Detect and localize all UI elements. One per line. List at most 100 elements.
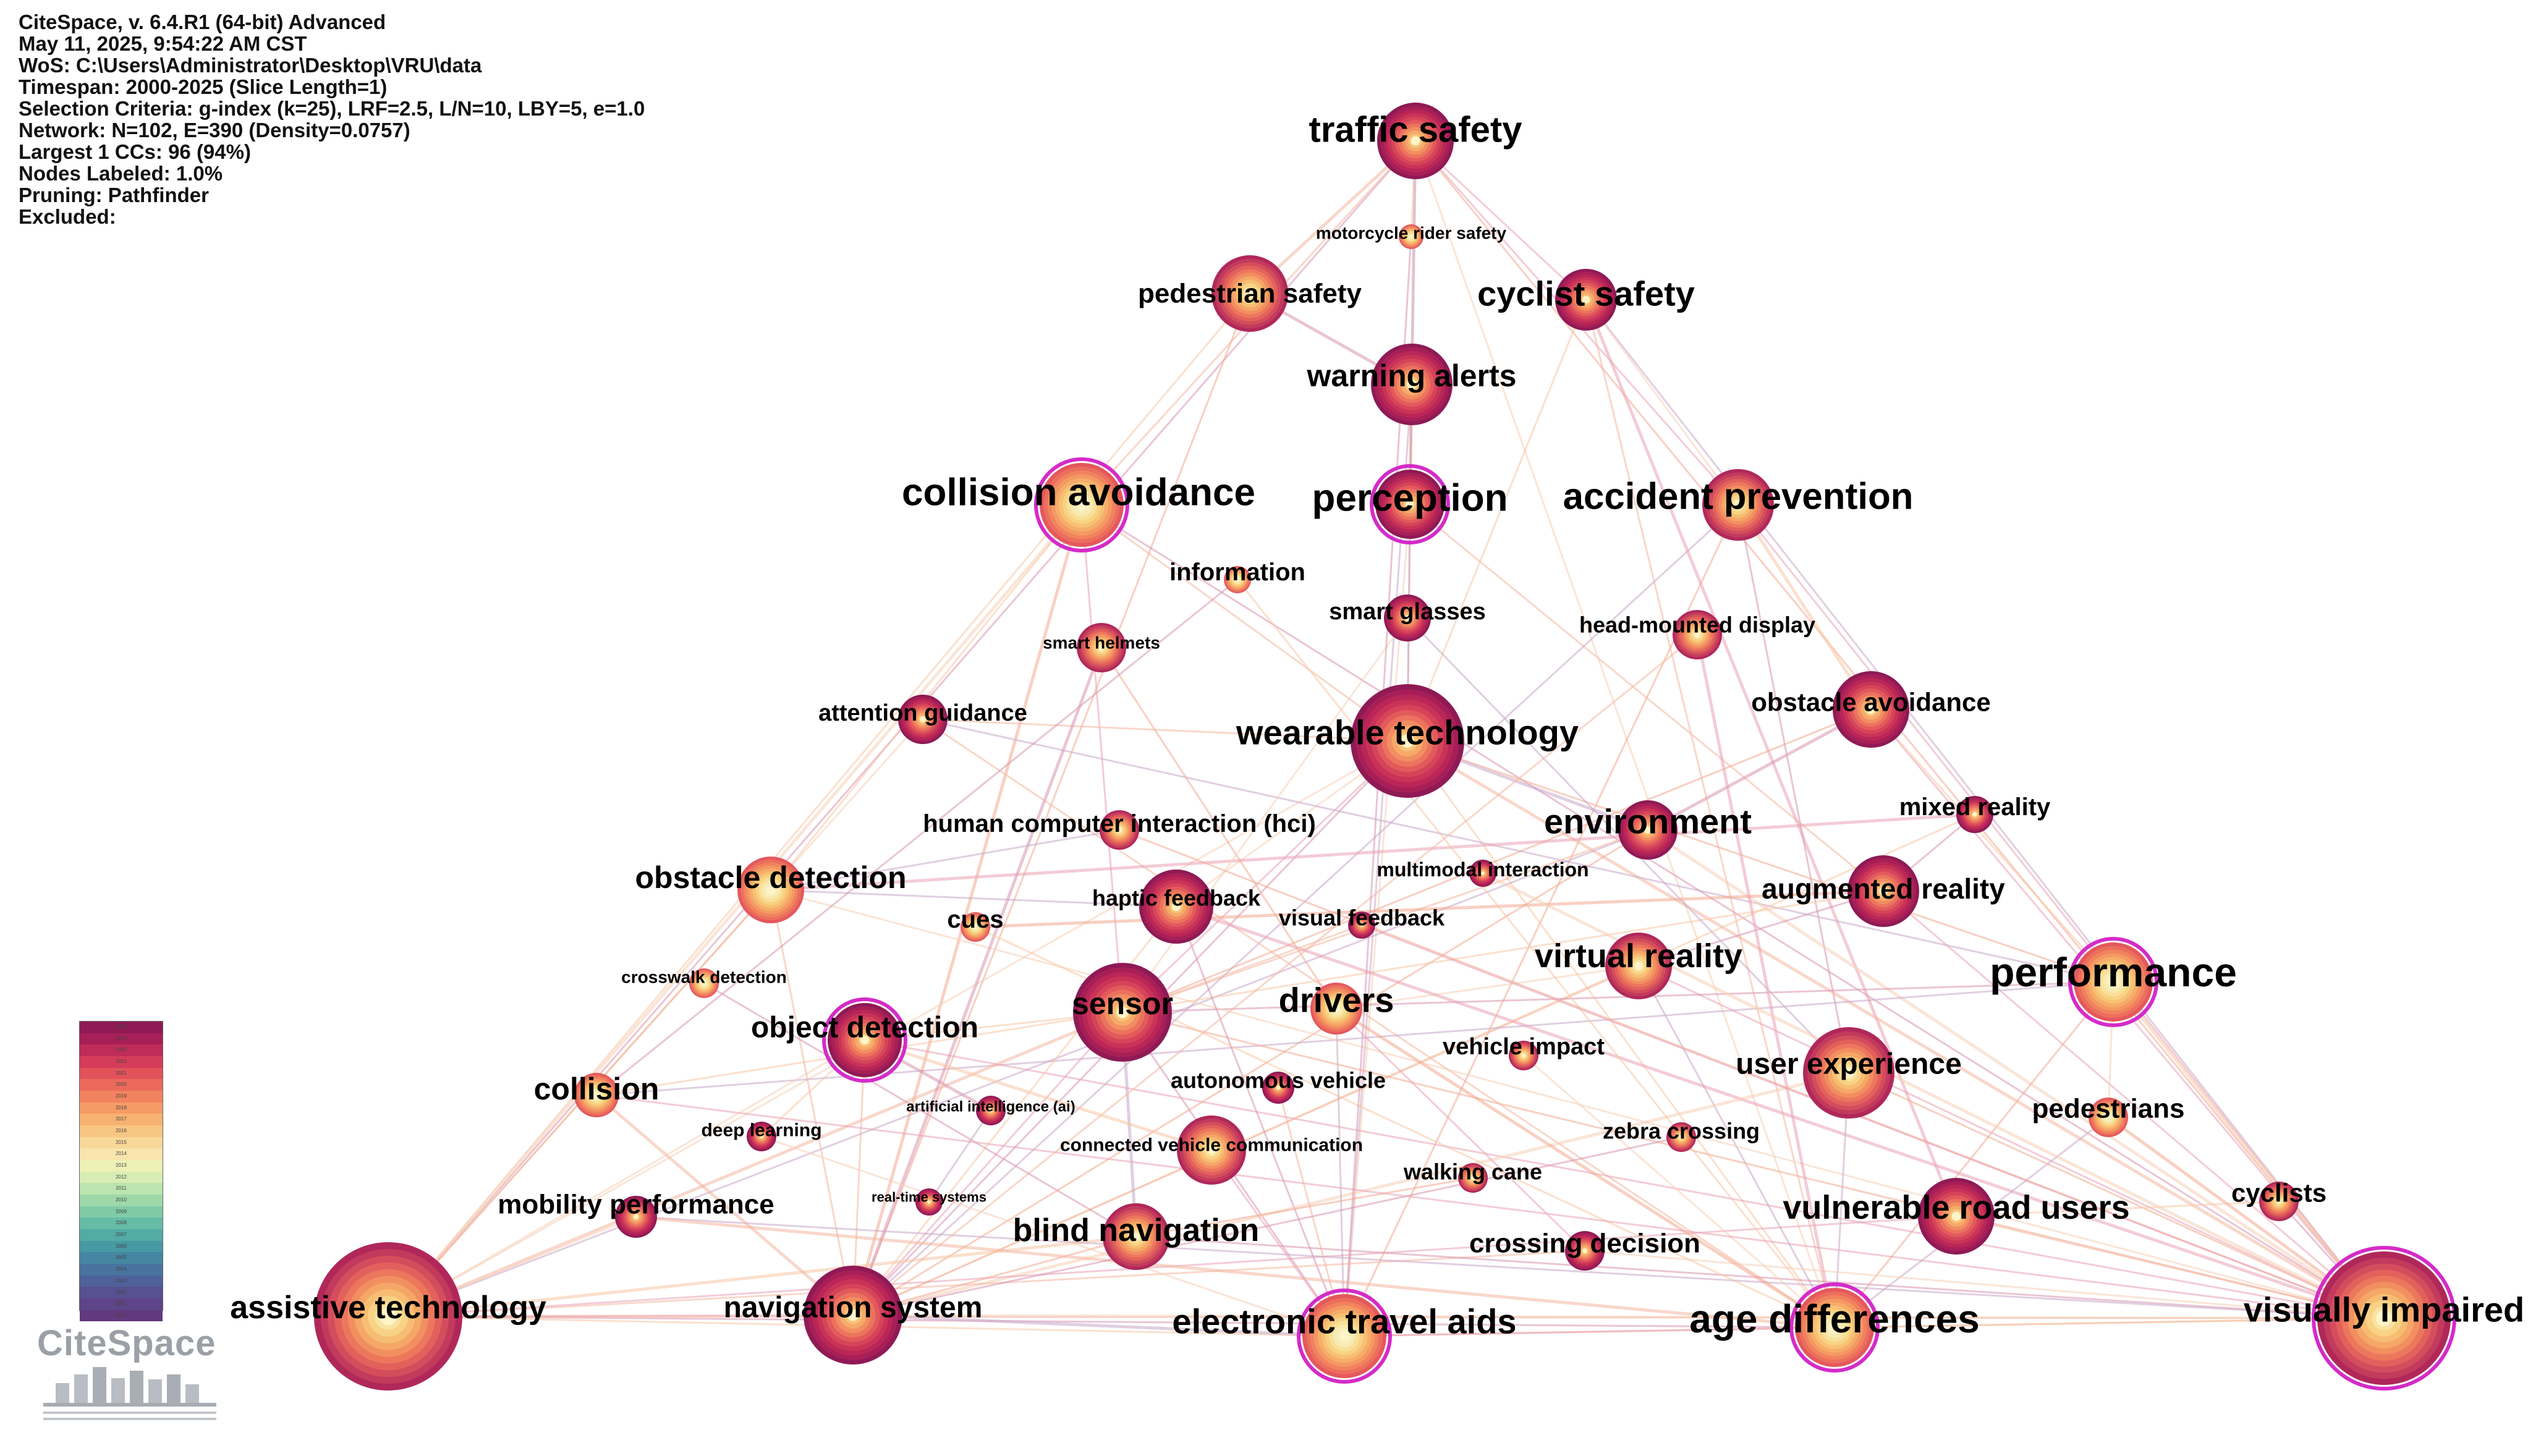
keyword-node-attention-guidance[interactable] bbox=[898, 695, 948, 744]
keyword-node-deep-learning[interactable] bbox=[747, 1122, 776, 1151]
legend-year-swatch: 2025 bbox=[80, 1022, 163, 1033]
keyword-node-assistive-technology[interactable] bbox=[314, 1242, 462, 1390]
keyword-node-visually-impaired[interactable] bbox=[2312, 1246, 2456, 1390]
node-core bbox=[1522, 1054, 1525, 1057]
node-label-virtual-reality: virtual reality bbox=[1535, 938, 1742, 975]
keyword-node-warning-alerts[interactable] bbox=[1371, 344, 1453, 425]
keyword-node-sensor[interactable] bbox=[1073, 963, 1172, 1062]
network-edge bbox=[388, 1010, 1123, 1318]
network-edge bbox=[1335, 1007, 1586, 1252]
keyword-node-blind-navigation[interactable] bbox=[1103, 1203, 1169, 1270]
keyword-node-performance[interactable] bbox=[2068, 937, 2158, 1027]
centrality-ring bbox=[1789, 1282, 1880, 1373]
network-edge bbox=[922, 718, 1835, 1329]
network-edge bbox=[852, 1012, 1124, 1316]
keyword-node-environment[interactable] bbox=[1618, 800, 1678, 860]
legend-year-swatch: 2016 bbox=[80, 1125, 163, 1137]
keyword-node-object-detection[interactable] bbox=[822, 997, 907, 1083]
node-label-cvc: connected vehicle communication bbox=[1060, 1135, 1363, 1156]
keyword-node-ai[interactable] bbox=[976, 1096, 1006, 1125]
keyword-node-hci[interactable] bbox=[1100, 810, 1139, 850]
legend-years: 2025 2024 2023 2022 2021 2020 2019 2018 2017 2016… bbox=[80, 1022, 163, 1322]
node-label-cues: cues bbox=[947, 906, 1003, 933]
network-edge bbox=[1638, 965, 2385, 1319]
node-label-accident-prevention: accident prevention bbox=[1563, 476, 1914, 517]
keyword-node-virtual-reality[interactable] bbox=[1605, 933, 1672, 999]
keyword-node-cvc[interactable] bbox=[1177, 1115, 1246, 1185]
node-label-smart-helmets: smart helmets bbox=[1043, 633, 1160, 653]
centrality-ring bbox=[1370, 464, 1450, 544]
network-edge bbox=[635, 1215, 1835, 1329]
keyword-node-electronic-travel-aids[interactable] bbox=[1297, 1289, 1392, 1384]
node-label-visually-impaired: visually impaired bbox=[2244, 1290, 2524, 1329]
network-edge bbox=[864, 1039, 2385, 1319]
legend-year-swatch: 2001 bbox=[80, 1298, 163, 1310]
network-edge bbox=[1414, 140, 1587, 301]
keyword-node-drivers[interactable] bbox=[1310, 983, 1362, 1035]
legend-year-swatch: 2022 bbox=[80, 1056, 163, 1068]
legend-year-swatch: 2021 bbox=[80, 1067, 163, 1080]
keyword-node-vehicle-impact[interactable] bbox=[1509, 1041, 1538, 1070]
node-core bbox=[1410, 136, 1420, 146]
meta-line: Nodes Labeled: 1.0% bbox=[19, 162, 223, 185]
network-edge bbox=[1361, 924, 2385, 1319]
keyword-node-perception[interactable] bbox=[1370, 464, 1450, 544]
keyword-node-obstacle-avoidance[interactable] bbox=[1833, 671, 1909, 748]
keyword-node-age-differences[interactable] bbox=[1789, 1282, 1880, 1373]
keyword-node-user-experience[interactable] bbox=[1803, 1027, 1894, 1119]
node-label-hci: human computer interaction (hci) bbox=[923, 810, 1316, 837]
keyword-node-crosswalk-detection[interactable] bbox=[689, 968, 719, 998]
network-edge bbox=[1135, 1177, 1474, 1238]
keyword-node-mobility-performance[interactable] bbox=[615, 1196, 657, 1238]
legend-year-swatch: 2011 bbox=[80, 1183, 163, 1195]
keyword-node-information[interactable] bbox=[1224, 566, 1251, 593]
keyword-node-wearable-technology[interactable] bbox=[1351, 684, 1464, 798]
network-edge bbox=[1081, 504, 2385, 1319]
keyword-node-cyclist-safety[interactable] bbox=[1555, 269, 1617, 331]
nodes-layer bbox=[314, 103, 2456, 1390]
keyword-node-accident-prevention[interactable] bbox=[1702, 469, 1774, 541]
keyword-node-zebra-crossing[interactable] bbox=[1666, 1122, 1696, 1152]
keyword-node-crossing-decision[interactable] bbox=[1565, 1231, 1605, 1271]
keyword-node-navigation-system[interactable] bbox=[804, 1266, 902, 1365]
node-label-navigation-system: navigation system bbox=[724, 1292, 983, 1324]
keyword-node-haptic-feedback[interactable] bbox=[1139, 870, 1213, 944]
logo-building-icon bbox=[43, 1367, 216, 1420]
keyword-node-walking-cane[interactable] bbox=[1458, 1163, 1488, 1193]
keyword-node-traffic-safety[interactable] bbox=[1377, 103, 1454, 179]
keyword-node-real-time-systems[interactable] bbox=[915, 1188, 943, 1216]
keyword-node-pedestrian-safety[interactable] bbox=[1211, 255, 1288, 332]
keyword-node-vulnerable-road-users[interactable] bbox=[1918, 1178, 1995, 1255]
network-edge bbox=[922, 718, 2114, 983]
legend-year-swatch: 2020 bbox=[80, 1079, 163, 1091]
network-edge bbox=[852, 504, 1739, 1316]
keyword-node-head-mounted-display[interactable] bbox=[1673, 610, 1722, 659]
keyword-node-smart-glasses[interactable] bbox=[1384, 595, 1431, 641]
keyword-node-visual-feedback[interactable] bbox=[1348, 912, 1375, 939]
network-edge bbox=[388, 1235, 1137, 1318]
node-core bbox=[1972, 812, 1977, 817]
keyword-node-cyclists[interactable] bbox=[2259, 1182, 2299, 1221]
network-edge bbox=[1236, 579, 1836, 1328]
node-label-electronic-travel-aids: electronic travel aids bbox=[1172, 1302, 1516, 1341]
keyword-node-multimodal-interaction[interactable] bbox=[1469, 860, 1496, 887]
keyword-node-augmented-reality[interactable] bbox=[1847, 855, 1919, 927]
keyword-node-smart-helmets[interactable] bbox=[1077, 623, 1126, 672]
keyword-node-collision-avoidance[interactable] bbox=[1034, 457, 1129, 552]
keyword-node-obstacle-detection[interactable] bbox=[737, 857, 804, 923]
keyword-node-mixed-reality[interactable] bbox=[1956, 796, 1993, 833]
network-edge bbox=[1883, 890, 2385, 1319]
node-label-object-detection: object detection bbox=[751, 1012, 978, 1044]
centrality-ring bbox=[2312, 1246, 2456, 1390]
keyword-node-collision[interactable] bbox=[574, 1073, 619, 1117]
keyword-node-pedestrians[interactable] bbox=[2089, 1098, 2128, 1137]
keyword-node-cues[interactable] bbox=[961, 912, 990, 942]
network-edge bbox=[852, 1071, 1849, 1317]
keyword-node-motorcycle-rider-safety[interactable] bbox=[1399, 224, 1423, 249]
node-label-information: information bbox=[1169, 559, 1305, 586]
node-core bbox=[847, 1309, 859, 1321]
keyword-node-autonomous-vehicle[interactable] bbox=[1262, 1072, 1294, 1104]
network-edge bbox=[1081, 504, 1408, 742]
meta-line: CiteSpace, v. 6.4.R1 (64-bit) Advanced bbox=[19, 11, 386, 33]
network-edge bbox=[596, 890, 1884, 1096]
